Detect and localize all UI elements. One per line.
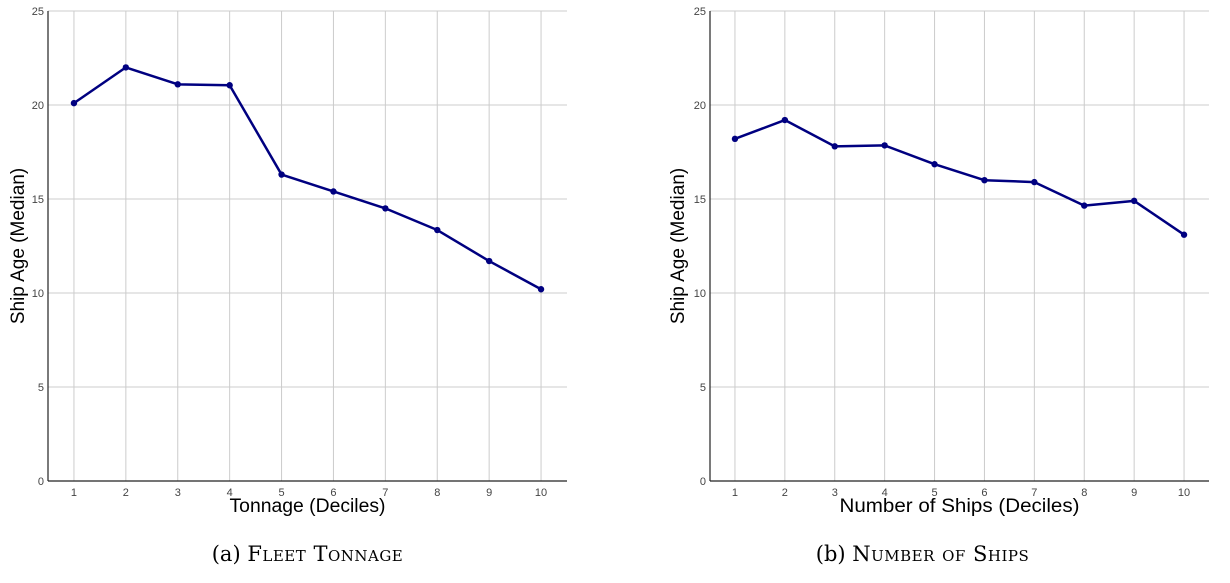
data-point xyxy=(831,143,838,150)
data-point xyxy=(1130,197,1138,205)
y-tick-label: 25 xyxy=(32,6,44,18)
x-tick-label: 10 xyxy=(535,487,547,499)
y-tick-label: 25 xyxy=(694,6,706,18)
x-tick-label: 8 xyxy=(434,487,440,499)
x-tick-label: 5 xyxy=(931,487,937,499)
y-tick-label: 5 xyxy=(700,382,706,394)
caption-b: (b) Number of Ships xyxy=(615,542,1230,566)
data-point xyxy=(981,177,988,184)
y-tick-label: 15 xyxy=(694,194,706,206)
series-line xyxy=(734,118,1185,236)
chart-panel-b: 0 5 10 15 20 25 1 2 3 4 5 6 7 8 9 10 Number of Ships (De… xyxy=(615,0,1230,583)
y-tick-label: 10 xyxy=(32,288,44,300)
data-point xyxy=(70,99,78,107)
x-tick-label: 9 xyxy=(1131,487,1137,499)
caption-b-prefix: (b) xyxy=(815,542,846,566)
x-axis-label: Tonnage (Deciles) xyxy=(230,496,386,517)
x-tick-label: 10 xyxy=(1178,487,1190,499)
data-point xyxy=(731,135,739,143)
x-tick-label: 6 xyxy=(981,487,987,499)
caption-b-title: Number of Ships xyxy=(852,542,1030,566)
x-tick-label: 5 xyxy=(278,487,284,499)
x-tick-label: 1 xyxy=(732,487,738,499)
data-point xyxy=(174,81,181,88)
data-point xyxy=(485,257,493,265)
y-tick-label: 15 xyxy=(32,194,44,206)
caption-a: (a) Fleet Tonnage xyxy=(0,542,615,566)
data-point xyxy=(781,116,789,124)
caption-a-prefix: (a) xyxy=(211,542,241,566)
y-axis-label: Ship Age (Median) xyxy=(668,168,689,324)
x-tick-label: 9 xyxy=(486,487,492,499)
x-tick-label: 4 xyxy=(882,487,888,499)
x-axis-label: Number of Ships (Deciles) xyxy=(840,496,1080,517)
data-point xyxy=(1031,178,1038,186)
data-point xyxy=(1180,231,1188,238)
y-tick-label: 10 xyxy=(694,288,706,300)
data-point xyxy=(931,161,938,168)
data-point xyxy=(537,286,545,293)
x-tick-label: 6 xyxy=(330,487,336,499)
x-tick-label: 7 xyxy=(382,487,388,499)
x-tick-label: 2 xyxy=(123,487,129,499)
data-point xyxy=(1081,202,1088,209)
x-tick-label: 8 xyxy=(1081,487,1087,499)
y-tick-label: 0 xyxy=(38,476,44,488)
x-tick-label: 3 xyxy=(832,487,838,499)
chart-b: 0 5 10 15 20 25 1 2 3 4 5 6 7 8 9 10 Number of Ships (De… xyxy=(668,6,1209,517)
series-line xyxy=(73,66,542,291)
y-axis-label: Ship Age (Median) xyxy=(8,168,29,324)
data-point xyxy=(434,226,441,234)
y-tick-label: 0 xyxy=(700,476,706,488)
data-point xyxy=(881,142,888,149)
x-tick-label: 7 xyxy=(1031,487,1037,499)
x-tick-label: 4 xyxy=(227,487,233,499)
y-tick-label: 20 xyxy=(694,100,706,112)
y-tick-label: 5 xyxy=(38,382,44,394)
x-tick-label: 2 xyxy=(782,487,788,499)
chart-a: 0 5 10 15 20 25 1 2 3 4 5 6 7 8 9 10 Tonnage (Deciles) Sh… xyxy=(8,6,567,517)
data-point xyxy=(122,64,130,71)
chart-panel-a: 0 5 10 15 20 25 1 2 3 4 5 6 7 8 9 10 Tonnage (Deciles) Sh… xyxy=(0,6,615,566)
data-point xyxy=(226,82,233,89)
y-tick-label: 20 xyxy=(32,100,44,112)
caption-a-title: Fleet Tonnage xyxy=(247,542,404,566)
data-point xyxy=(382,205,389,212)
data-point xyxy=(278,171,285,178)
data-point xyxy=(330,188,337,195)
x-tick-label: 3 xyxy=(175,487,181,499)
x-tick-label: 1 xyxy=(71,487,77,499)
